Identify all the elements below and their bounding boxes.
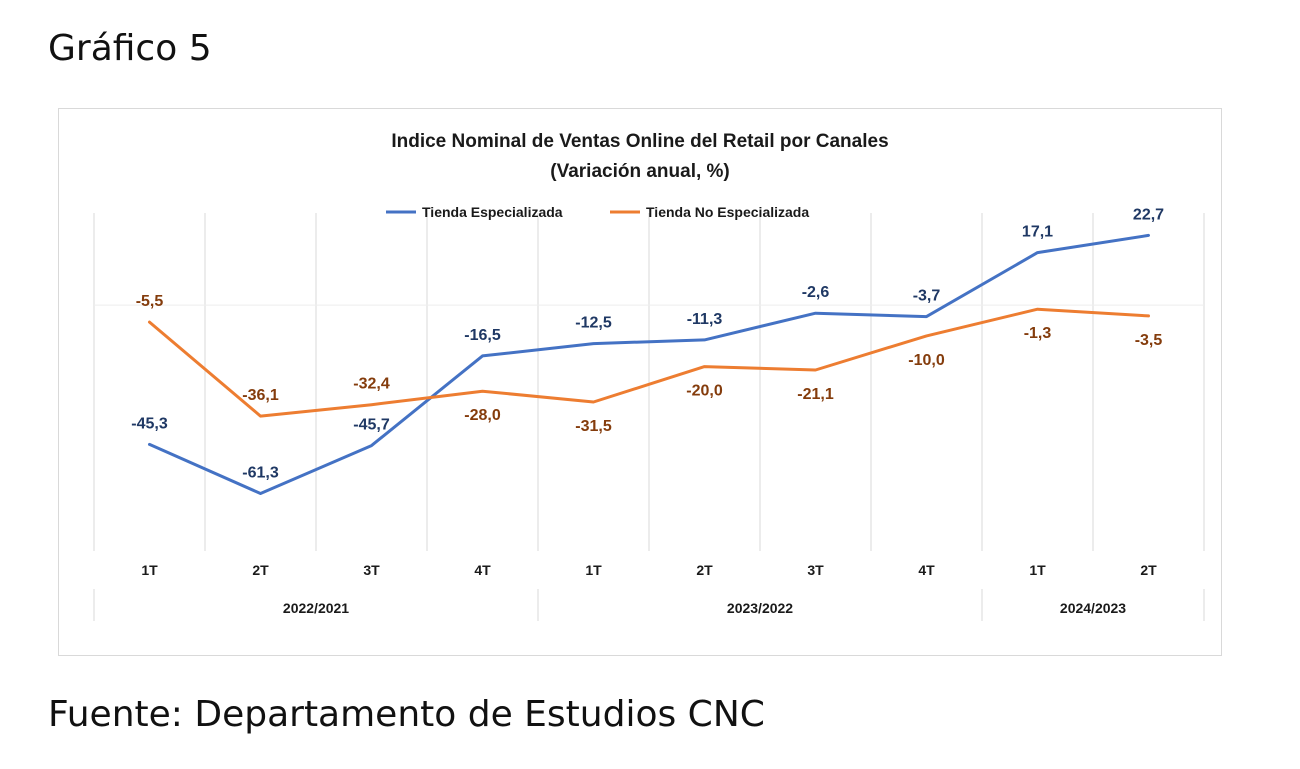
series-line-tienda-especializada bbox=[148, 233, 1150, 495]
data-label-tienda-no-especializada: -3,5 bbox=[1135, 332, 1163, 349]
data-label-tienda-especializada: -3,7 bbox=[913, 288, 941, 305]
x-tick-label: 1T bbox=[141, 562, 158, 578]
data-label-tienda-no-especializada: -36,1 bbox=[242, 387, 279, 404]
data-label-tienda-no-especializada: -20,0 bbox=[686, 383, 723, 400]
x-tick-label: 2T bbox=[1140, 562, 1157, 578]
data-label-tienda-especializada: -16,5 bbox=[464, 327, 501, 344]
legend-tienda-especializada-label: Tienda Especializada bbox=[422, 204, 563, 220]
data-label-tienda-especializada: -12,5 bbox=[575, 315, 612, 332]
x-tick-label: 3T bbox=[363, 562, 380, 578]
data-label-tienda-especializada: -11,3 bbox=[687, 311, 723, 328]
x-tick-label: 3T bbox=[807, 562, 824, 578]
data-label-tienda-especializada: 22,7 bbox=[1133, 206, 1164, 223]
source-note: Fuente: Departamento de Estudios CNC bbox=[48, 694, 765, 735]
data-label-tienda-especializada: -61,3 bbox=[242, 465, 279, 482]
x-group-label: 2023/2022 bbox=[727, 600, 793, 616]
x-tick-label: 4T bbox=[474, 562, 491, 578]
data-label-tienda-no-especializada: -10,0 bbox=[908, 352, 945, 369]
figure-heading: Gráfico 5 bbox=[48, 28, 212, 69]
chart-frame: Indice Nominal de Ventas Online del Reta… bbox=[58, 108, 1222, 656]
chart-subtitle: (Variación anual, %) bbox=[550, 161, 730, 182]
chart-title: Indice Nominal de Ventas Online del Reta… bbox=[391, 131, 889, 152]
legend-tienda-no-especializada-label: Tienda No Especializada bbox=[646, 204, 809, 220]
x-group-label: 2024/2023 bbox=[1060, 600, 1126, 616]
data-label-tienda-no-especializada: -31,5 bbox=[575, 418, 612, 435]
data-label-tienda-especializada: -45,3 bbox=[131, 415, 168, 432]
data-label-tienda-no-especializada: -1,3 bbox=[1024, 325, 1052, 342]
data-label-tienda-no-especializada: -5,5 bbox=[136, 293, 164, 310]
x-tick-label: 2T bbox=[696, 562, 713, 578]
data-label-tienda-especializada: -2,6 bbox=[802, 284, 830, 301]
x-group-label: 2022/2021 bbox=[283, 600, 349, 616]
series-line-tienda-no-especializada bbox=[148, 307, 1150, 418]
x-tick-label: 1T bbox=[585, 562, 602, 578]
x-tick-label: 2T bbox=[252, 562, 269, 578]
data-label-tienda-no-especializada: -21,1 bbox=[797, 386, 834, 403]
data-label-tienda-especializada: 17,1 bbox=[1022, 224, 1053, 241]
data-label-tienda-no-especializada: -32,4 bbox=[353, 376, 390, 393]
x-tick-label: 4T bbox=[918, 562, 935, 578]
x-tick-label: 1T bbox=[1029, 562, 1046, 578]
data-label-tienda-no-especializada: -28,0 bbox=[464, 407, 501, 424]
line-chart: 1T 2T 3T 4T 1T 2T 3T 4T 1T 2T 2022/2021 2023/2022 20… bbox=[93, 204, 1205, 621]
data-label-tienda-especializada: -45,7 bbox=[353, 417, 390, 434]
